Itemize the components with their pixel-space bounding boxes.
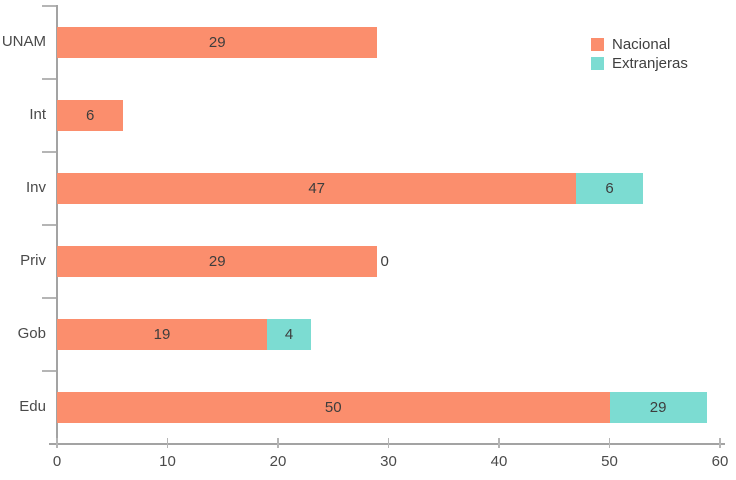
bar-value-label: 50 <box>324 398 342 416</box>
x-axis-tick-label: 60 <box>711 453 729 470</box>
bar-value-label: 29 <box>208 252 226 270</box>
bar-segment-nacional <box>57 172 577 204</box>
category-label: Int <box>29 106 46 123</box>
bar-value-label: 19 <box>153 325 171 343</box>
legend-item-nacional: Nacional <box>591 36 688 53</box>
nacional-swatch-icon <box>591 38 604 51</box>
x-axis-tick <box>387 438 390 448</box>
bar-segment-extranjeras <box>609 391 707 423</box>
bar-segment-extranjeras <box>266 318 312 350</box>
bar-segment-nacional <box>57 391 610 423</box>
bar-value-label: 0 <box>380 252 389 270</box>
legend-item-extranjeras: Extranjeras <box>591 55 688 72</box>
x-axis-tick <box>166 438 169 448</box>
y-axis-tick <box>42 78 56 80</box>
bar-segment-nacional <box>57 26 378 58</box>
y-axis-tick <box>42 370 56 372</box>
x-axis-tick <box>56 438 58 448</box>
extranjeras-swatch-icon <box>591 57 604 70</box>
legend-label-nacional: Nacional <box>612 36 671 53</box>
bar-value-label: 29 <box>649 398 667 416</box>
bar-segment-nacional <box>57 318 267 350</box>
bar-segment-nacional <box>57 99 124 131</box>
x-axis-line <box>49 443 725 445</box>
x-axis-tick-label: 50 <box>601 453 618 470</box>
bar-value-label: 4 <box>284 325 294 343</box>
legend: Nacional Extranjeras <box>591 36 688 72</box>
y-axis-tick <box>42 5 56 7</box>
x-axis-tick-label: 40 <box>490 453 508 470</box>
category-label: Edu <box>19 398 46 415</box>
x-axis-tick <box>277 438 279 448</box>
x-axis-tick <box>608 438 611 448</box>
x-axis-tick-label: 30 <box>380 453 397 470</box>
bar-value-label: 6 <box>85 106 95 124</box>
x-axis-tick-label: 0 <box>52 453 62 470</box>
bar-value-label: 29 <box>208 33 226 51</box>
category-label: UNAM <box>1 33 46 50</box>
y-axis-tick <box>42 151 56 153</box>
category-label: Gob <box>17 325 46 342</box>
category-label: Priv <box>20 252 46 269</box>
x-axis-tick-label: 10 <box>159 453 176 470</box>
bar-segment-extranjeras <box>576 172 643 204</box>
legend-label-extranjeras: Extranjeras <box>612 55 688 72</box>
x-axis-tick <box>719 438 721 448</box>
y-axis-tick <box>42 224 56 226</box>
bar-value-label: 6 <box>605 179 614 197</box>
x-axis-tick <box>498 438 500 448</box>
bar-value-label: 47 <box>308 179 326 197</box>
x-axis-tick-label: 20 <box>269 453 287 470</box>
bar-segment-nacional <box>57 245 378 277</box>
y-axis-tick <box>42 297 56 299</box>
category-label: Inv <box>25 179 46 196</box>
y-axis-line <box>56 5 58 443</box>
